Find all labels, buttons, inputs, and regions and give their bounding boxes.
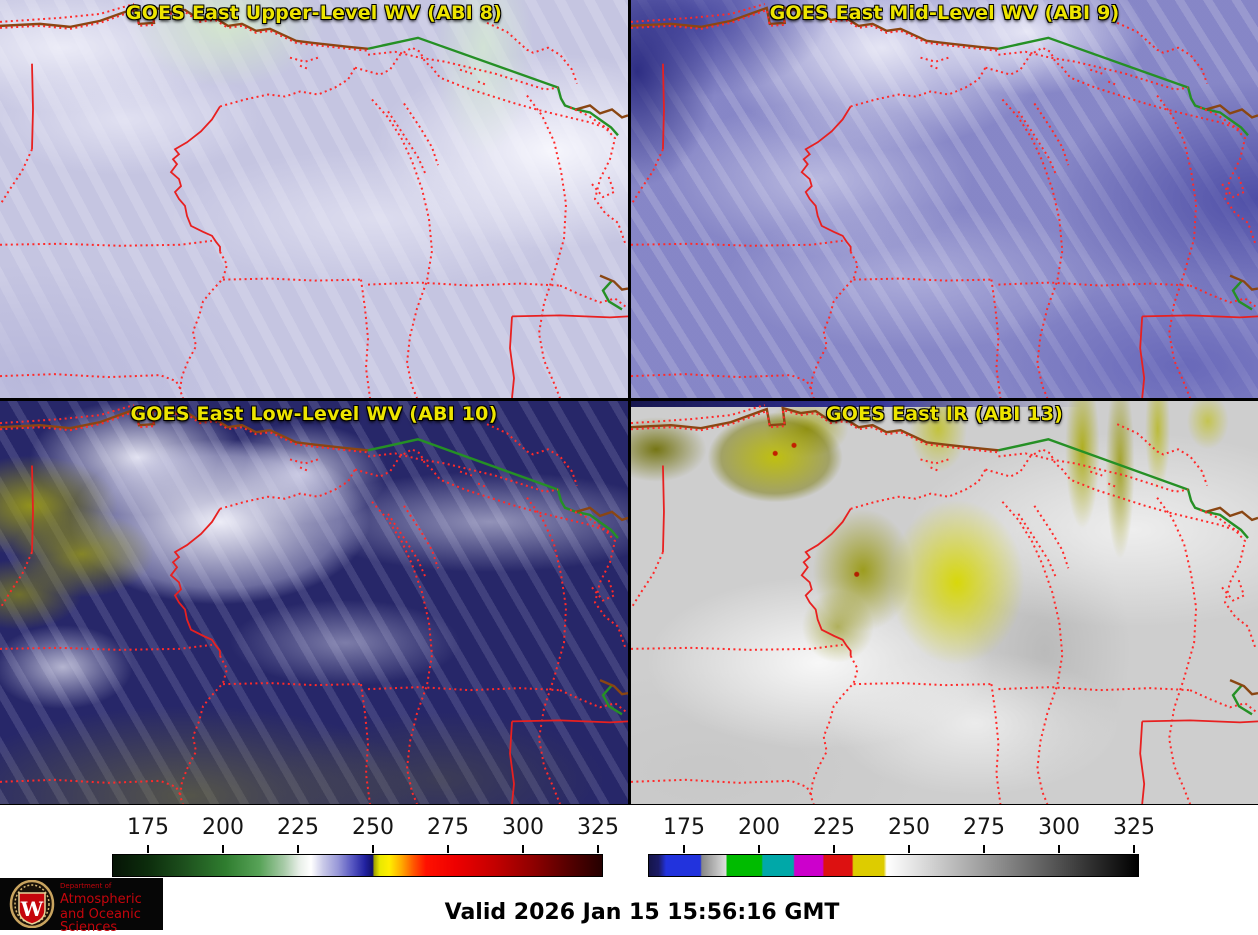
colorbar-tick-mark bbox=[758, 845, 760, 853]
uw-crest-icon: W bbox=[9, 880, 55, 928]
panel-ir: GOES East IR (ABI 13) bbox=[631, 401, 1258, 804]
map-overlay bbox=[0, 2, 628, 398]
colorbar-tick-label: 225 bbox=[276, 815, 319, 840]
colorbar-tick-mark bbox=[446, 845, 449, 853]
colorbar-tick-label: 300 bbox=[1038, 815, 1081, 840]
colorbar-tick-mark bbox=[1132, 845, 1135, 853]
colorbar-tick-label: 275 bbox=[426, 815, 469, 840]
uw-aos-logo: W Department of Atmospheric and Oceanic … bbox=[0, 878, 163, 934]
colorbar-tick-label: 200 bbox=[738, 815, 780, 840]
colorbar-tick-mark bbox=[372, 845, 374, 853]
valid-time-text: Valid 2026 Jan 15 15:56:16 GMT bbox=[444, 900, 840, 925]
colorbar-tick-label: 325 bbox=[576, 815, 619, 840]
panel-title-ir: GOES East IR (ABI 13) bbox=[825, 403, 1064, 425]
colorbar-ir: 175 200 225 250 275 300 325 bbox=[648, 815, 1155, 877]
colorbar-tick-label: 200 bbox=[202, 815, 244, 840]
colorbar-tick-mark bbox=[982, 845, 985, 853]
colorbar-tick-mark bbox=[1058, 845, 1061, 853]
panel-title-mid-wv: GOES East Mid-Level WV (ABI 9) bbox=[769, 2, 1120, 24]
colorbar-tick-label: 175 bbox=[662, 815, 705, 840]
panel-low-level-wv: GOES East Low-Level WV (ABI 10) bbox=[0, 401, 628, 804]
map-overlay bbox=[631, 403, 1258, 804]
panel-title-low-wv: GOES East Low-Level WV (ABI 10) bbox=[130, 403, 498, 425]
colorbar-tick-mark bbox=[222, 845, 224, 853]
colorbar-gradient-wv bbox=[112, 854, 603, 877]
colorbar-gradient-ir bbox=[648, 854, 1139, 877]
colorbar-tick-mark bbox=[832, 845, 835, 853]
panel-title-upper-wv: GOES East Upper-Level WV (ABI 8) bbox=[125, 2, 503, 24]
colorbar-tick-mark bbox=[296, 845, 299, 853]
map-overlay bbox=[0, 403, 628, 804]
colorbar-tick-mark bbox=[682, 845, 685, 853]
footer: 175 200 225 250 275 300 325 175 200 225 … bbox=[0, 805, 1258, 934]
colorbar-tick-mark bbox=[146, 845, 149, 853]
logo-line-atmospheric: Atmospheric bbox=[60, 892, 142, 907]
panel-upper-level-wv: GOES East Upper-Level WV (ABI 8) bbox=[0, 0, 628, 398]
colorbar-tick-label: 175 bbox=[126, 815, 169, 840]
colorbar-tick-label: 250 bbox=[352, 815, 394, 840]
colorbar-tick-label: 325 bbox=[1112, 815, 1155, 840]
uw-monogram: W bbox=[20, 897, 44, 921]
colorbar-tick-mark bbox=[908, 845, 910, 853]
ir-cold-band bbox=[631, 401, 1083, 407]
colorbar-tick-label: 250 bbox=[888, 815, 930, 840]
map-overlay bbox=[631, 2, 1258, 398]
panel-mid-level-wv: GOES East Mid-Level WV (ABI 9) bbox=[631, 0, 1258, 398]
colorbar-tick-mark bbox=[596, 845, 599, 853]
satellite-quad-display: GOES East Upper-Level WV (ABI 8) GOES Ea… bbox=[0, 0, 1258, 805]
colorbar-wv: 175 200 225 250 275 300 325 bbox=[112, 815, 619, 877]
colorbar-tick-mark bbox=[522, 845, 525, 853]
colorbar-tick-label: 275 bbox=[962, 815, 1005, 840]
colorbar-tick-label: 300 bbox=[502, 815, 545, 840]
colorbar-tick-label: 225 bbox=[812, 815, 855, 840]
logo-dept-line: Department of bbox=[60, 882, 112, 890]
